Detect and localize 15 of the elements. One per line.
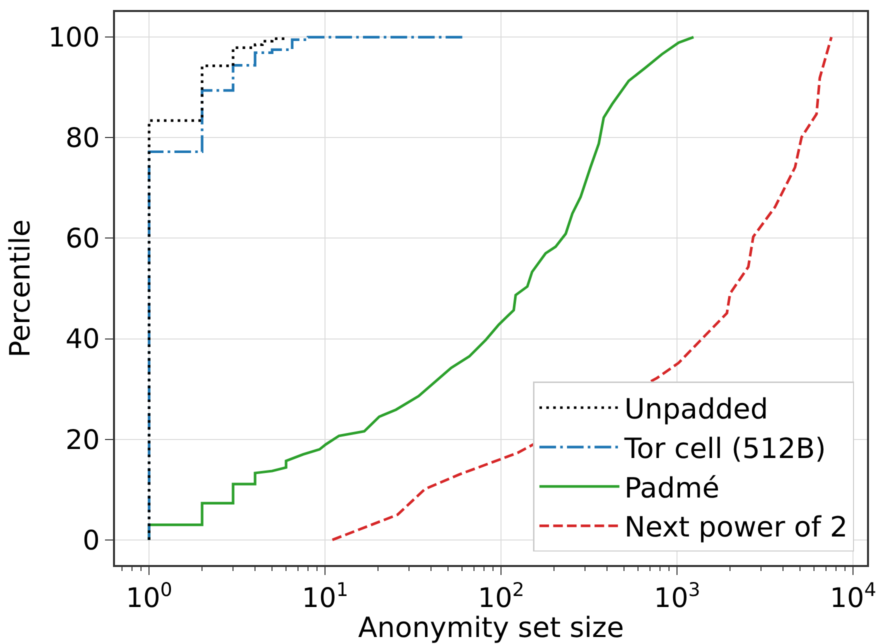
legend-label: Unpadded xyxy=(624,392,768,426)
x-tick-label: 10$^{4}$ xyxy=(830,578,876,614)
y-tick-label: 100 xyxy=(48,22,100,54)
y-tick-label: 0 xyxy=(82,525,100,556)
y-tick-label: 40 xyxy=(65,324,100,356)
y-axis-title: Percentile xyxy=(3,219,36,358)
x-tick-label: 10$^{0}$ xyxy=(126,578,172,614)
y-tick-label: 80 xyxy=(65,123,100,154)
x-tick-label: 10$^{3}$ xyxy=(654,578,700,614)
y-tick-label: 60 xyxy=(65,224,100,255)
legend-label: Padmé xyxy=(624,471,720,504)
y-tick-label: 20 xyxy=(65,424,100,456)
legend-label: Tor cell (512B) xyxy=(623,432,826,465)
x-tick-label: 10$^{1}$ xyxy=(302,578,348,614)
legend-label: Next power of 2 xyxy=(624,510,848,544)
